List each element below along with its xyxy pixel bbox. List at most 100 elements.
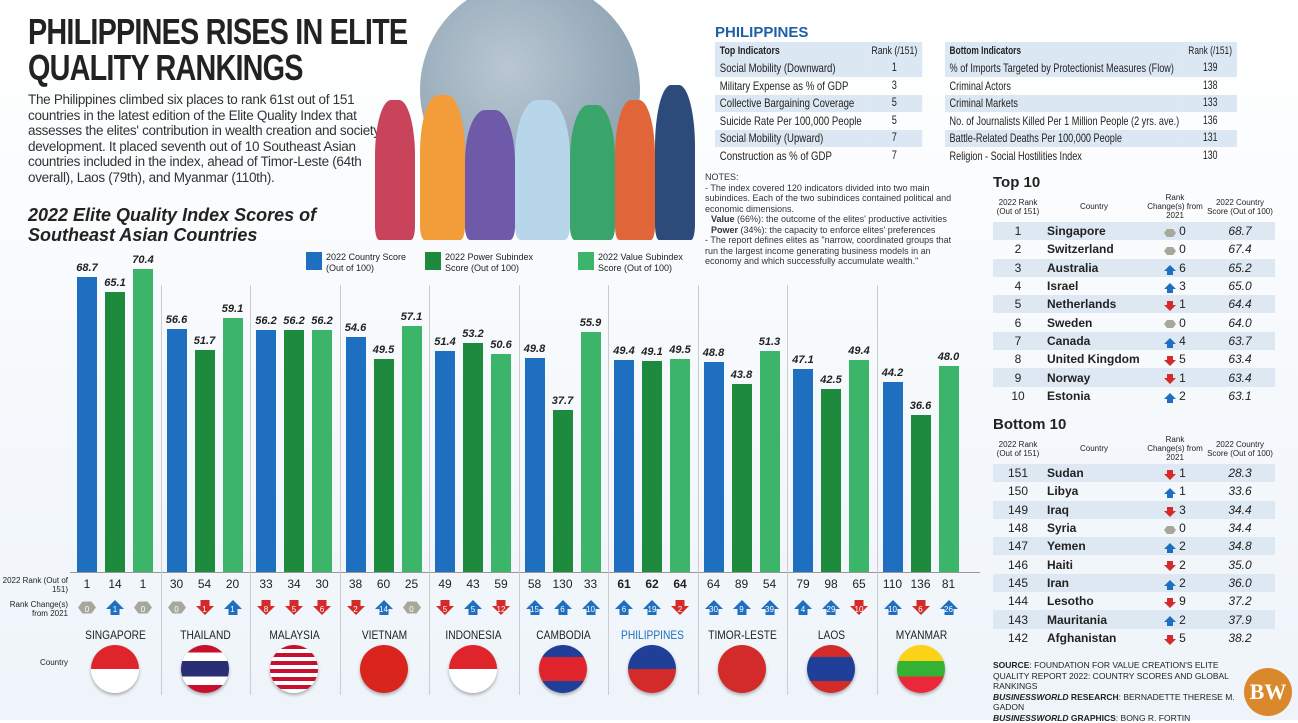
rank-change-icon: 0 [403, 600, 421, 618]
rank-change-value: 15 [530, 605, 539, 614]
indicator-name: Criminal Markets [945, 95, 1184, 113]
data-label: 59.1 [220, 303, 246, 315]
rank-change-value: 4 [801, 605, 805, 614]
bar [463, 343, 483, 572]
note-value: Value (66%): the outcome of the elites' … [705, 214, 960, 225]
indicator-name: Criminal Actors [945, 77, 1184, 95]
rank-change-icon: 1 [106, 600, 124, 618]
note-text: - The report defines elites as "narrow, … [705, 235, 960, 267]
rank-change-icon: 1 [224, 600, 242, 618]
rank-change-value: 2 [1179, 613, 1186, 627]
rank-change-value: 6 [560, 605, 564, 614]
rank-change-icon: 4 [794, 600, 812, 618]
rank-change-icon: 26 [940, 600, 958, 618]
rank-change-icon [1164, 634, 1176, 644]
indicator-rank: 138 [1184, 77, 1237, 95]
rank-change-icon [1164, 487, 1176, 497]
data-label: 57.1 [399, 311, 425, 323]
flag-vietnam [360, 645, 408, 693]
table-row: Battle-Related Deaths Per 100,000 People… [945, 130, 1237, 148]
rank-change-value: 6 [320, 605, 324, 614]
rank-change-value: 4 [1179, 334, 1186, 348]
country: Yemen [1043, 537, 1145, 555]
flag-cambodia [539, 645, 587, 693]
value-text: (66%): the outcome of the elites' produc… [735, 214, 947, 224]
score: 63.1 [1205, 387, 1275, 405]
rank-value: 14 [102, 577, 128, 591]
bar [525, 358, 545, 572]
rank-change: 5 [1145, 629, 1205, 647]
header-rank: Rank (/151) [1184, 42, 1237, 60]
rank-change-value: 2 [1179, 539, 1186, 553]
rank-change-value: 10 [888, 605, 897, 614]
data-label: 48.0 [936, 351, 962, 363]
indicator-rank: 7 [867, 147, 923, 165]
bar [883, 382, 903, 572]
philippines-heading: PHILIPPINES [715, 24, 808, 41]
indicator-name: % of Imports Targeted by Protectionist M… [945, 60, 1184, 78]
rank-change-icon: 5 [436, 600, 454, 618]
rank-change: 2 [1145, 610, 1205, 628]
rank-value: 1 [74, 577, 100, 591]
bar [374, 359, 394, 572]
group-divider [250, 285, 251, 695]
rank-value: 34 [281, 577, 307, 591]
rank-change-icon [1164, 469, 1176, 479]
bar [553, 410, 573, 572]
country-name: SINGAPORE [78, 628, 154, 642]
header-indicator: Bottom Indicators [945, 42, 1184, 60]
header-indicator: Top Indicators [715, 42, 867, 60]
rank-change-value: 2 [1179, 558, 1186, 572]
rank-change: 2 [1145, 574, 1205, 592]
value-label: Value [711, 214, 735, 224]
indicator-name: Suicide Rate Per 100,000 People [715, 112, 867, 130]
rank-change-value: 1 [1179, 371, 1186, 385]
bar [704, 362, 724, 572]
research-line: BUSINESSWORLD RESEARCH: BERNADETTE THERE… [993, 692, 1238, 713]
brand: BUSINESSWORLD [993, 713, 1069, 723]
column-header: Rank Change(s) from 2021 [1145, 191, 1205, 222]
rank-value: 130 [550, 577, 576, 591]
bar [670, 359, 690, 572]
rank-change-icon: 6 [313, 600, 331, 618]
rank-change-icon: 6 [615, 600, 633, 618]
country: Libya [1043, 482, 1145, 500]
bar [821, 389, 841, 572]
group-divider [877, 285, 878, 695]
data-label: 42.5 [818, 374, 844, 386]
rank-change-value: 0 [1179, 316, 1186, 330]
country-name: INDONESIA [436, 628, 512, 642]
rank-change-icon: 5 [285, 600, 303, 618]
rank-value: 59 [488, 577, 514, 591]
rank-value: 20 [220, 577, 246, 591]
country-name: LAOS [794, 628, 870, 642]
rank-change-icon [1164, 282, 1176, 292]
country: Switzerland [1043, 240, 1145, 258]
rank-change: 6 [1145, 259, 1205, 277]
rank-change-icon [1164, 337, 1176, 347]
rank-change-value: 5 [471, 605, 475, 614]
rank-change-icon: 39 [761, 600, 779, 618]
country-name: TIMOR-LESTE [704, 628, 780, 642]
rank-change-icon: 10 [884, 600, 902, 618]
graphics-label: GRAPHICS [1069, 713, 1116, 723]
indicator-rank: 130 [1184, 147, 1237, 165]
data-label: 44.2 [880, 367, 906, 379]
rank-change: 0 [1145, 222, 1205, 240]
power-text: (34%): the capacity to enforce elites' p… [738, 225, 935, 235]
rank-change-icon: 1 [196, 600, 214, 618]
rank-change: 1 [1145, 464, 1205, 482]
